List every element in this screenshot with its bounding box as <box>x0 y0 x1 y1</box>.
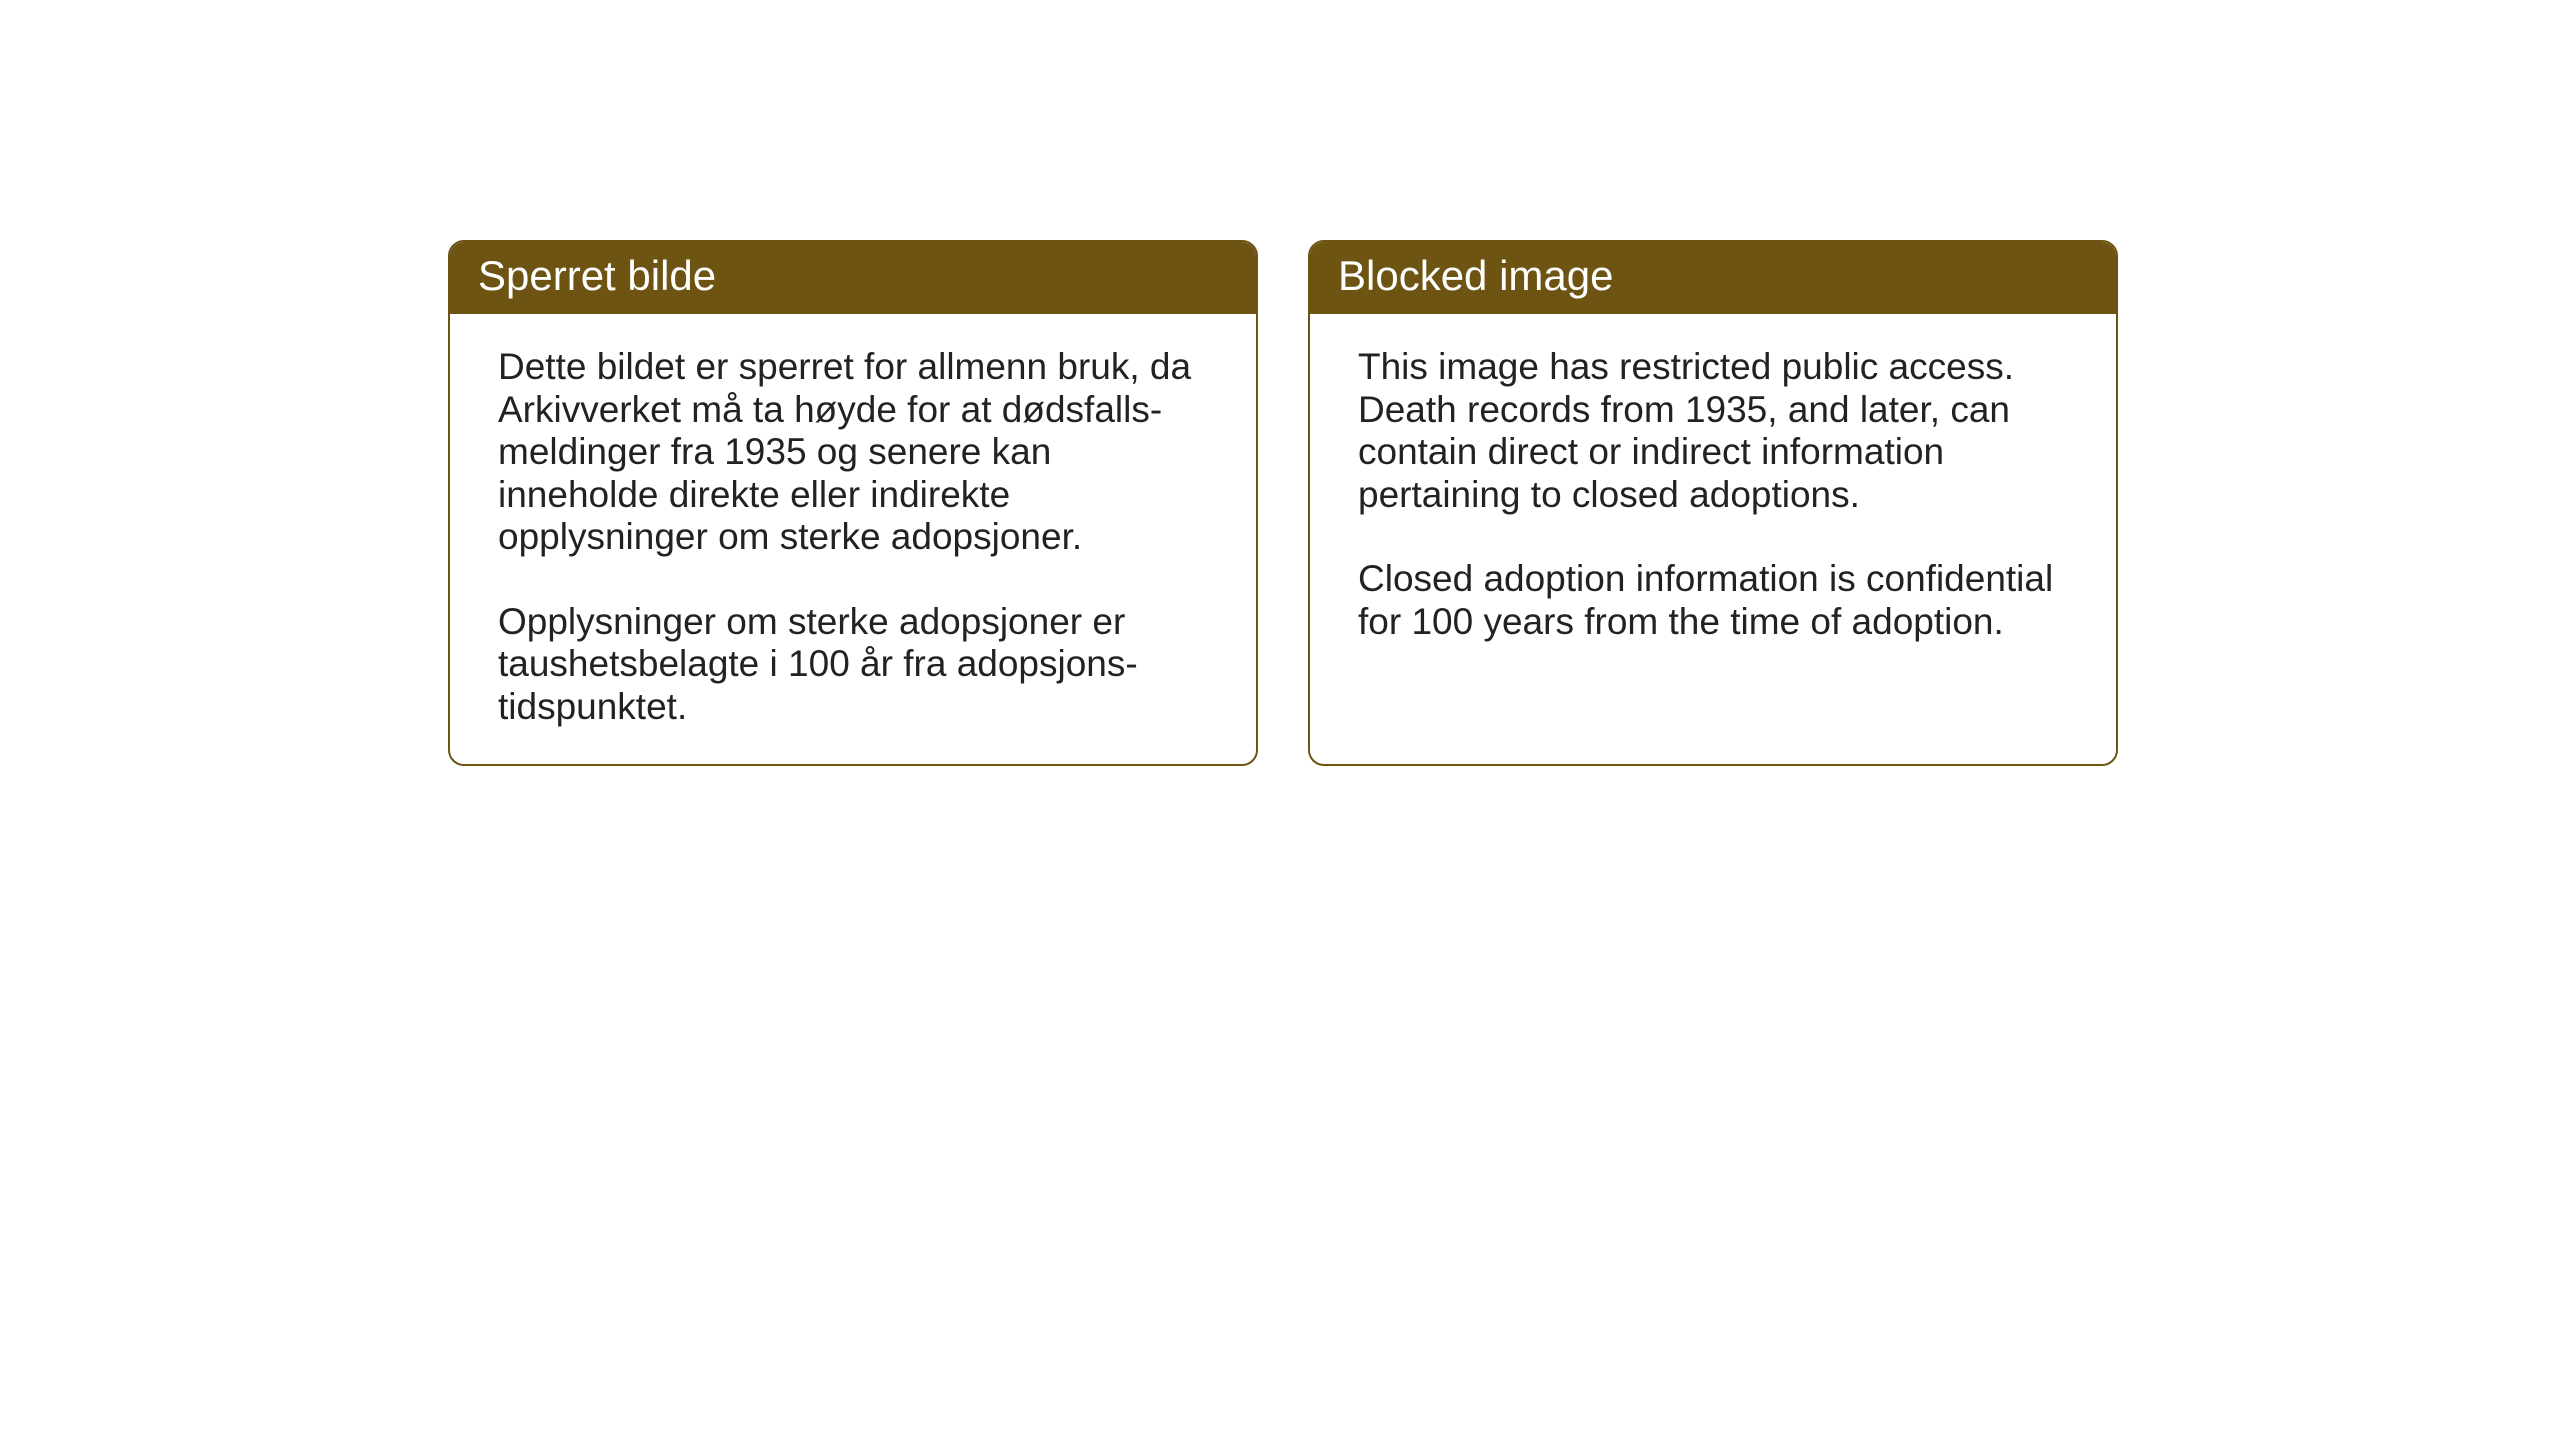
card-paragraph: Closed adoption information is confident… <box>1358 558 2068 643</box>
notice-card-english: Blocked image This image has restricted … <box>1308 240 2118 766</box>
card-paragraph: Dette bildet er sperret for allmenn bruk… <box>498 346 1208 559</box>
card-body-norwegian: Dette bildet er sperret for allmenn bruk… <box>450 314 1256 764</box>
card-paragraph: This image has restricted public access.… <box>1358 346 2068 516</box>
card-paragraph: Opplysninger om sterke adopsjoner er tau… <box>498 601 1208 729</box>
notice-cards-container: Sperret bilde Dette bildet er sperret fo… <box>448 240 2118 766</box>
notice-card-norwegian: Sperret bilde Dette bildet er sperret fo… <box>448 240 1258 766</box>
card-header-english: Blocked image <box>1310 242 2116 314</box>
card-header-norwegian: Sperret bilde <box>450 242 1256 314</box>
card-body-english: This image has restricted public access.… <box>1310 314 2116 764</box>
